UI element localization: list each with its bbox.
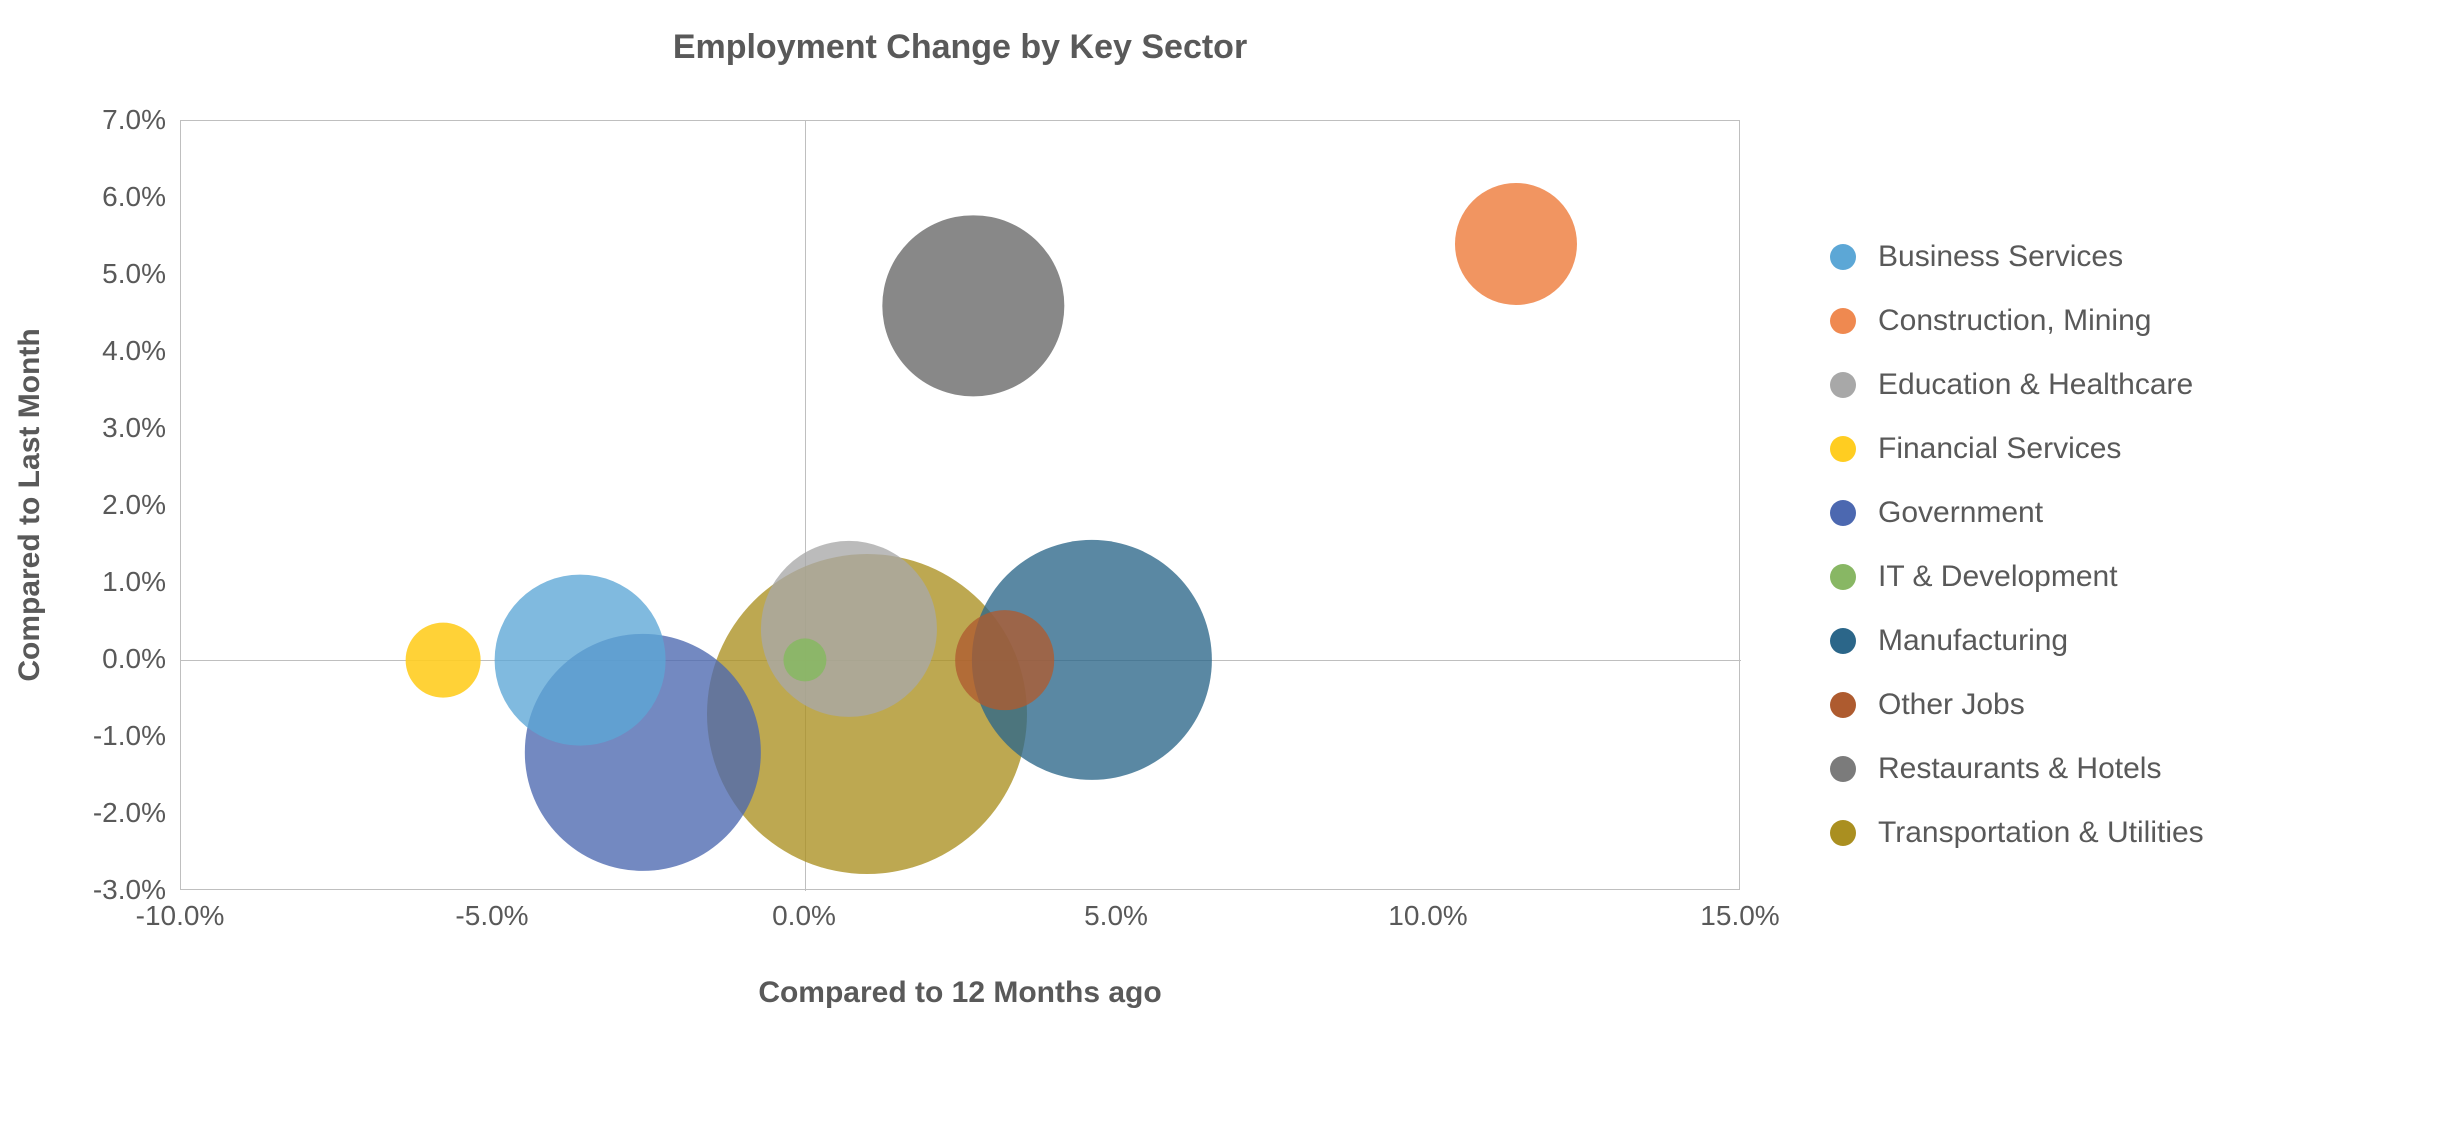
bubble-it-development: [783, 638, 826, 681]
legend-item: Transportation & Utilities: [1830, 816, 2204, 850]
legend-swatch-icon: [1830, 564, 1856, 590]
y-tick-label: 0.0%: [102, 643, 166, 675]
legend-swatch-icon: [1830, 372, 1856, 398]
legend-swatch-icon: [1830, 820, 1856, 846]
legend-label: Transportation & Utilities: [1878, 816, 2204, 850]
bubble-business-services: [495, 575, 666, 746]
legend-label: Business Services: [1878, 240, 2123, 274]
y-tick-label: 5.0%: [102, 258, 166, 290]
legend-item: Manufacturing: [1830, 624, 2204, 658]
y-tick-label: 1.0%: [102, 566, 166, 598]
x-tick-label: 15.0%: [1700, 900, 1779, 932]
legend-label: Construction, Mining: [1878, 304, 2151, 338]
legend-swatch-icon: [1830, 244, 1856, 270]
x-tick-label: -10.0%: [136, 900, 225, 932]
legend-item: IT & Development: [1830, 560, 2204, 594]
y-tick-label: -2.0%: [93, 797, 166, 829]
legend-label: Manufacturing: [1878, 624, 2068, 658]
bubble-financial-services: [406, 623, 481, 698]
legend: Business Services Construction, Mining Edu…: [1830, 240, 2204, 850]
y-tick-label: -1.0%: [93, 720, 166, 752]
bubble-construction-mining: [1455, 183, 1577, 305]
x-tick-label: 0.0%: [772, 900, 836, 932]
bubble-restaurants-hotels: [883, 215, 1064, 396]
y-tick-label: 3.0%: [102, 412, 166, 444]
legend-swatch-icon: [1830, 628, 1856, 654]
legend-item: Financial Services: [1830, 432, 2204, 466]
legend-label: Restaurants & Hotels: [1878, 752, 2161, 786]
legend-label: Financial Services: [1878, 432, 2121, 466]
bubble-education-healthcare: [761, 541, 937, 717]
y-tick-label: 2.0%: [102, 489, 166, 521]
legend-swatch-icon: [1830, 500, 1856, 526]
legend-swatch-icon: [1830, 436, 1856, 462]
legend-item: Government: [1830, 496, 2204, 530]
x-tick-label: 10.0%: [1388, 900, 1467, 932]
legend-item: Education & Healthcare: [1830, 368, 2204, 402]
legend-swatch-icon: [1830, 308, 1856, 334]
legend-item: Business Services: [1830, 240, 2204, 274]
x-tick-label: 5.0%: [1084, 900, 1148, 932]
legend-item: Construction, Mining: [1830, 304, 2204, 338]
y-axis-tick-labels: -3.0%-2.0%-1.0%0.0%1.0%2.0%3.0%4.0%5.0%6…: [0, 120, 166, 890]
y-tick-label: 6.0%: [102, 181, 166, 213]
legend-item: Other Jobs: [1830, 688, 2204, 722]
legend-item: Restaurants & Hotels: [1830, 752, 2204, 786]
bubble-other-jobs: [955, 610, 1055, 710]
x-axis-title: Compared to 12 Months ago: [180, 976, 1740, 1010]
legend-label: IT & Development: [1878, 560, 2118, 594]
y-tick-label: 7.0%: [102, 104, 166, 136]
legend-label: Education & Healthcare: [1878, 368, 2193, 402]
y-tick-label: 4.0%: [102, 335, 166, 367]
legend-label: Other Jobs: [1878, 688, 2025, 722]
legend-swatch-icon: [1830, 692, 1856, 718]
bubble-chart: Employment Change by Key Sector Compared…: [0, 0, 2460, 1143]
legend-swatch-icon: [1830, 756, 1856, 782]
x-tick-label: -5.0%: [455, 900, 528, 932]
chart-title: Employment Change by Key Sector: [180, 28, 1740, 67]
plot-area: [180, 120, 1740, 890]
legend-label: Government: [1878, 496, 2043, 530]
